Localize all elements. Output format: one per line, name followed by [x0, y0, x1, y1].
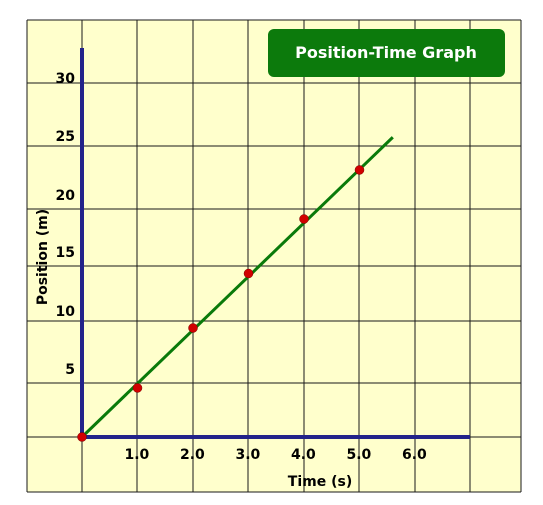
x-tick-label: 6.0: [402, 447, 427, 463]
x-axis-title: Time (s): [288, 474, 352, 490]
y-axis-title: Position (m): [35, 209, 51, 305]
y-tick-label: 20: [56, 188, 76, 204]
x-tick-label: 3.0: [236, 447, 261, 463]
chart-title: Position-Time Graph: [295, 43, 477, 62]
chart-title-box: Position-Time Graph: [268, 29, 505, 77]
y-tick-label: 25: [56, 129, 75, 145]
y-tick-label: 10: [56, 304, 76, 320]
data-point: [299, 214, 309, 224]
data-point: [354, 165, 365, 175]
chart-background: [27, 20, 521, 492]
x-tick-label: 4.0: [291, 447, 316, 463]
data-points: [77, 165, 365, 442]
x-tick-label: 2.0: [180, 447, 205, 463]
axes: [80, 48, 470, 439]
data-point: [188, 323, 198, 333]
y-tick-label: 15: [56, 245, 75, 261]
x-tick-labels: 1.0 2.0 3.0 4.0 5.0 6.0: [125, 447, 428, 463]
y-tick-labels: 5 10 15 20 25 30: [56, 71, 76, 378]
y-tick-label: 5: [65, 362, 75, 378]
x-tick-label: 1.0: [125, 447, 150, 463]
x-tick-label: 5.0: [347, 447, 372, 463]
y-tick-label: 30: [56, 71, 76, 87]
data-point: [132, 383, 143, 393]
title-background: [268, 29, 505, 77]
data-point: [243, 268, 254, 279]
data-point: [77, 432, 87, 442]
